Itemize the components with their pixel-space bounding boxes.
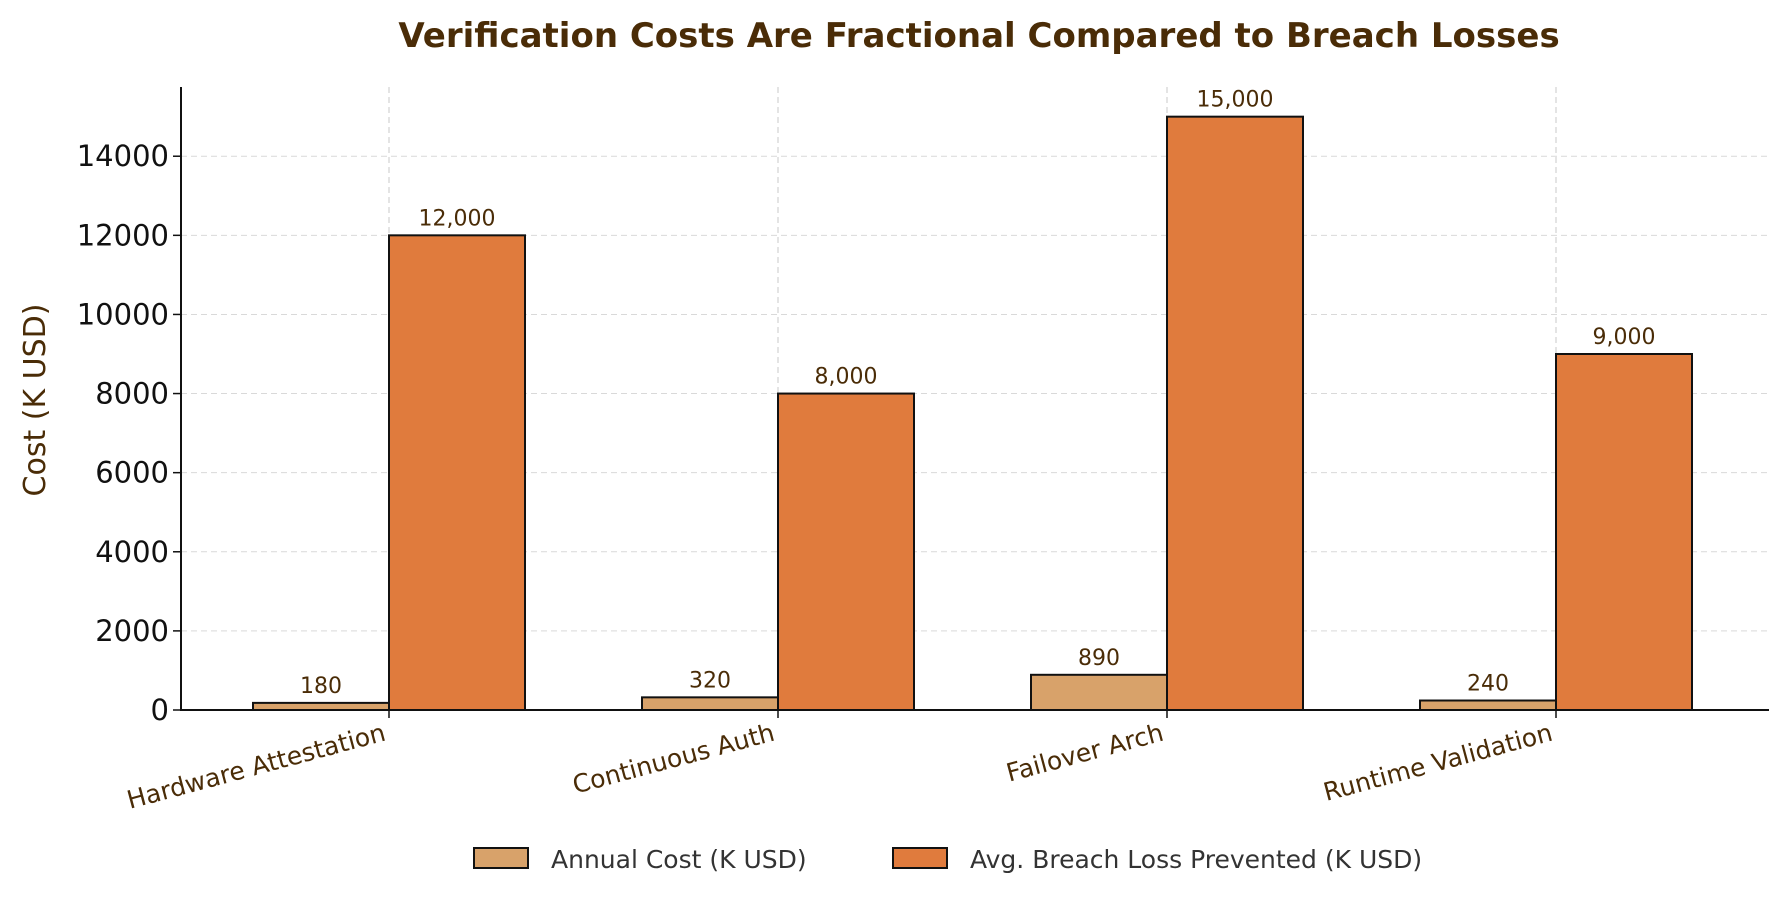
y-tick-label: 8000 <box>95 377 169 411</box>
x-tick-label: Hardware Attestation <box>124 718 389 815</box>
data-label-annual-cost: 890 <box>1078 646 1120 671</box>
legend-swatch <box>892 847 948 869</box>
bar-breach-loss <box>1166 115 1304 711</box>
y-tick-label: 12000 <box>77 218 169 252</box>
data-label-annual-cost: 180 <box>300 674 342 699</box>
legend-label: Annual Cost (K USD) <box>551 845 807 874</box>
x-tick-label: Continuous Auth <box>569 718 777 800</box>
chart-title: Verification Costs Are Fractional Compar… <box>398 16 1559 56</box>
legend-swatch <box>473 847 529 869</box>
data-label-breach-loss: 15,000 <box>1197 88 1274 113</box>
data-label-breach-loss: 12,000 <box>419 206 496 231</box>
data-label-annual-cost: 240 <box>1467 672 1509 697</box>
legend-label: Avg. Breach Loss Prevented (K USD) <box>970 845 1422 874</box>
y-tick-label: 4000 <box>95 535 169 569</box>
bar-annual-cost <box>1419 699 1557 711</box>
data-label-annual-cost: 320 <box>689 668 731 693</box>
legend: Annual Cost (K USD) Avg. Breach Loss Prev… <box>473 845 1422 874</box>
data-labels: 180 320 890 240 12,000 8,000 15,000 9,000 <box>300 88 1655 699</box>
x-tick-label: Runtime Validation <box>1320 718 1555 807</box>
y-tick-label: 0 <box>151 693 169 727</box>
y-tick-label: 6000 <box>95 456 169 490</box>
data-label-breach-loss: 8,000 <box>815 365 878 390</box>
y-axis-label: Cost (K USD) <box>18 304 53 497</box>
bar-annual-cost <box>252 701 390 712</box>
x-ticks: Hardware Attestation Continuous Auth Failo… <box>124 710 1557 815</box>
bar-breach-loss <box>388 234 526 711</box>
bars <box>252 115 1693 712</box>
y-tick-label: 10000 <box>77 297 169 331</box>
axes <box>180 87 1769 711</box>
y-tick-label: 14000 <box>77 139 169 173</box>
y-tick-label: 2000 <box>95 614 169 648</box>
y-ticks: 0 2000 4000 6000 8000 10000 12000 14000 <box>77 139 181 727</box>
data-label-breach-loss: 9,000 <box>1593 325 1656 350</box>
bar-annual-cost <box>641 696 779 712</box>
bar-breach-loss <box>1555 353 1693 711</box>
bar-breach-loss <box>777 392 915 711</box>
bar-annual-cost <box>1030 673 1168 711</box>
x-tick-label: Failover Arch <box>1003 718 1166 788</box>
